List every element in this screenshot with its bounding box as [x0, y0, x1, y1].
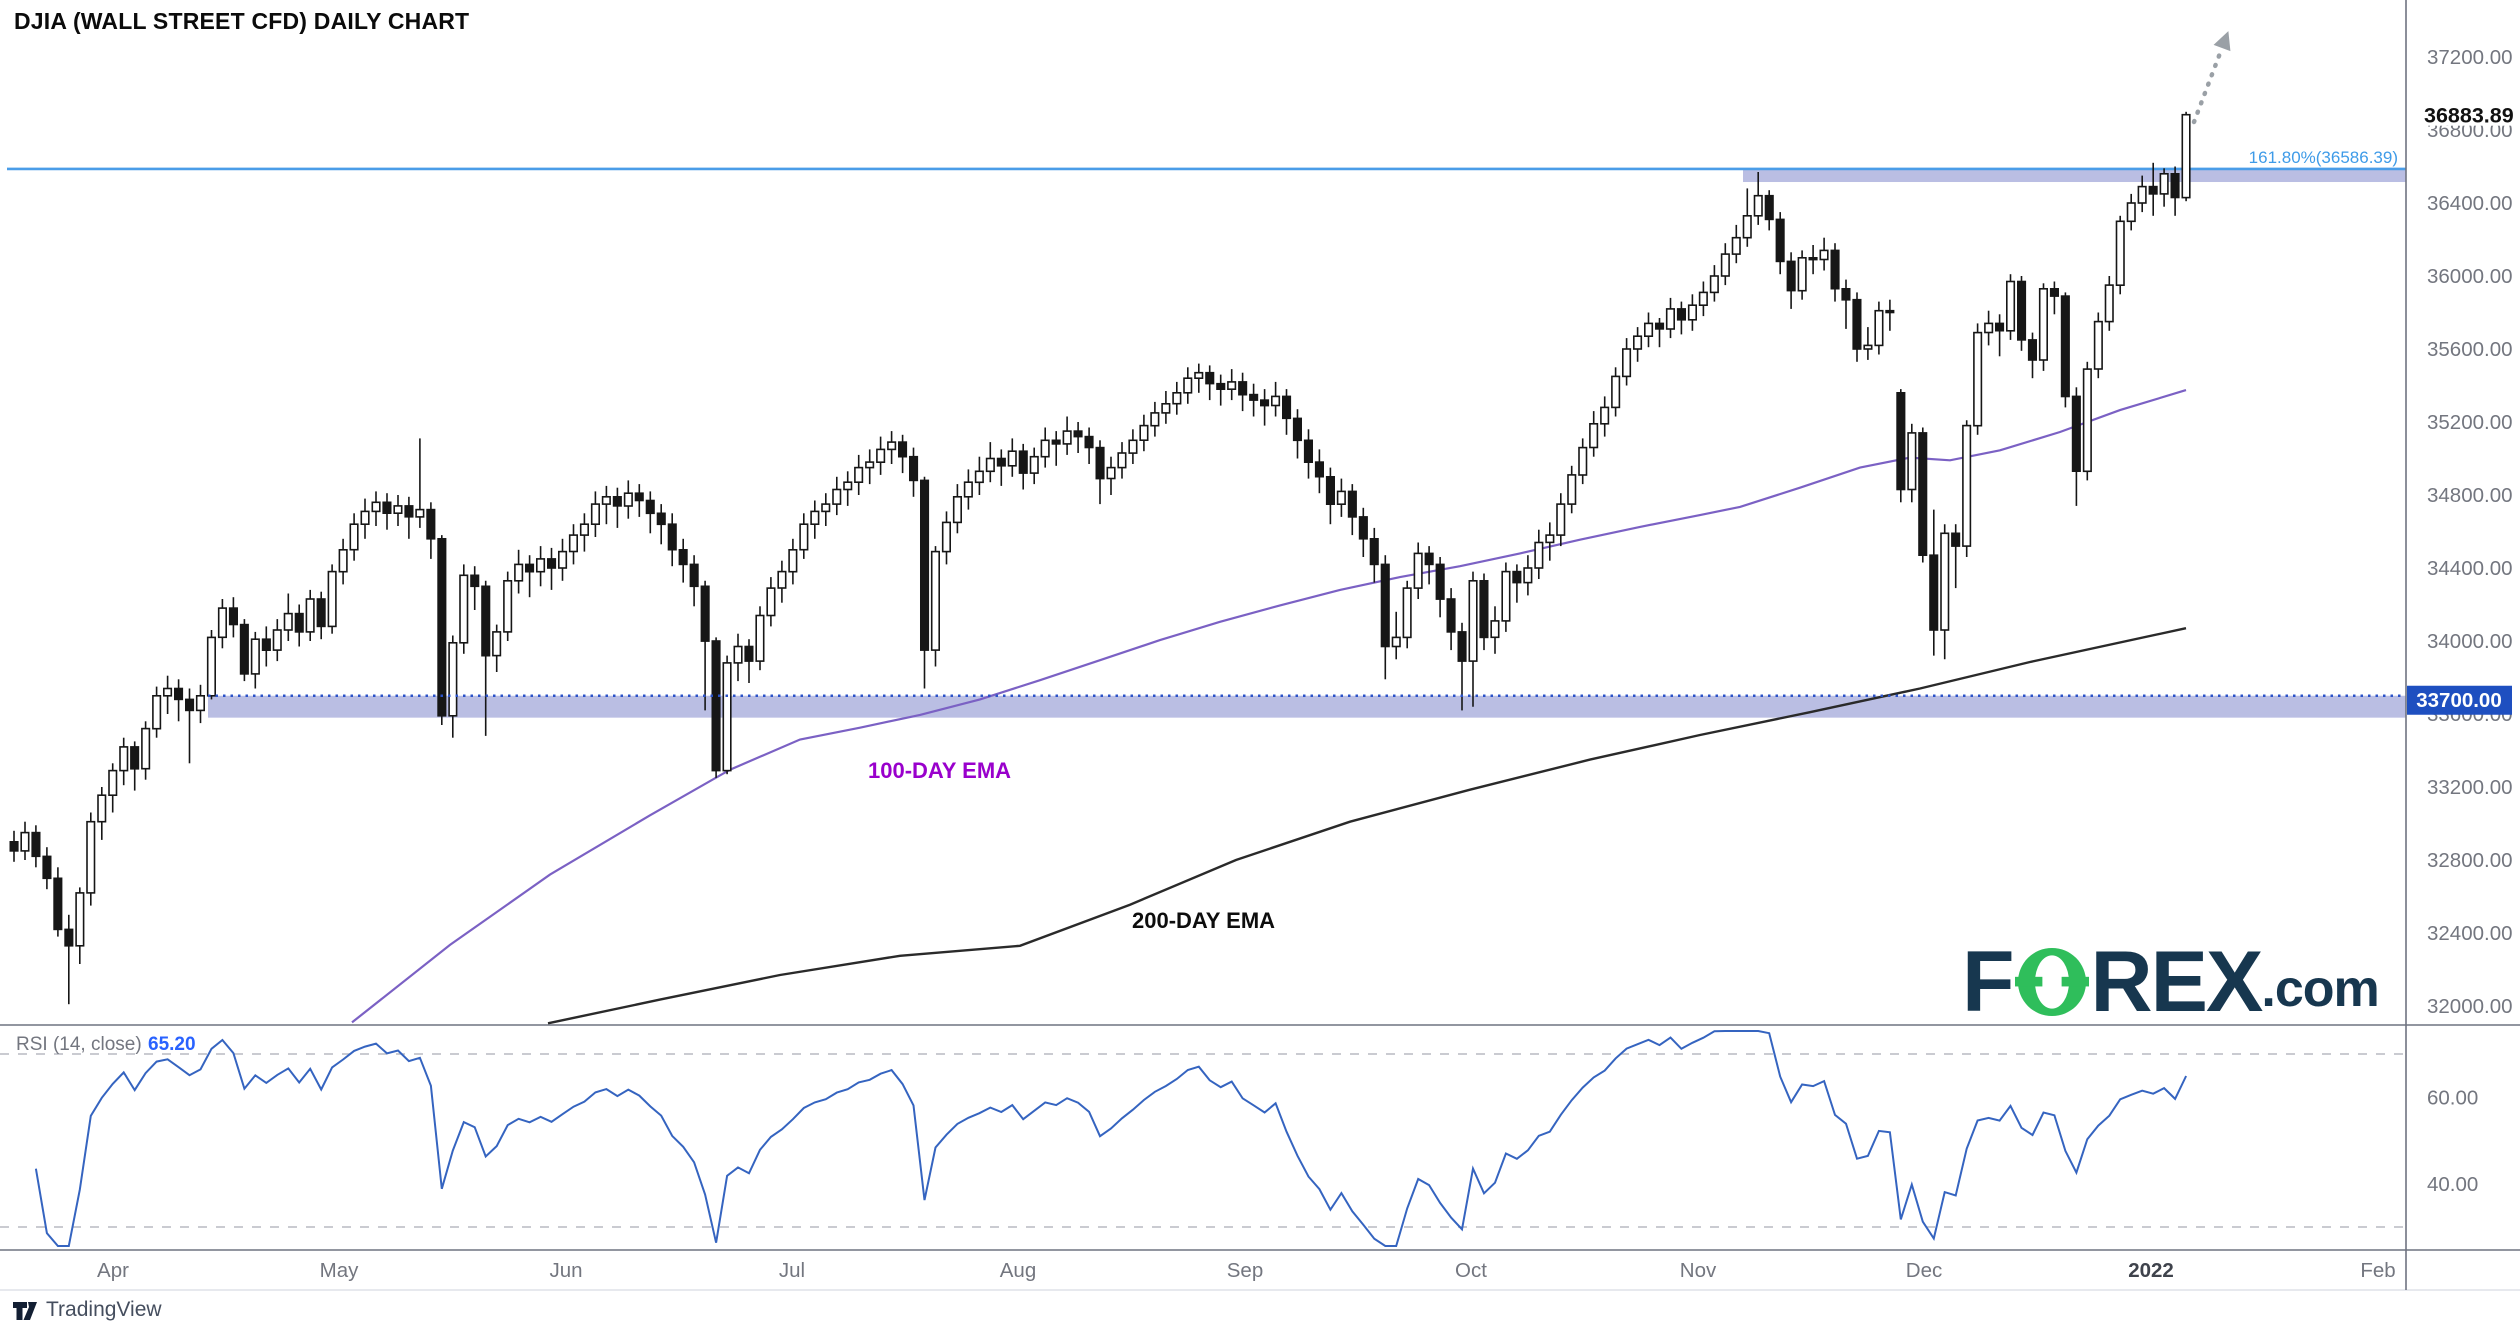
- chart-text: Sep: [1227, 1259, 1263, 1282]
- ema-100-label[interactable]: 100-DAY EMA: [868, 758, 1011, 783]
- ema-200-line[interactable]: [547, 627, 2187, 1025]
- chart-text: 100-DAY EMA: [868, 758, 1011, 783]
- support-price-label: 33700.00: [2407, 685, 2512, 715]
- chart-text: 2022: [2128, 1259, 2174, 1282]
- chart-text: Aug: [1000, 1259, 1036, 1282]
- chart-text: 34800.00: [2427, 484, 2513, 507]
- chart-text: 33700.00: [2416, 689, 2502, 712]
- tradingview-mark-icon: [13, 1302, 37, 1320]
- ema-100-line[interactable]: [351, 389, 2187, 1024]
- chart-text: Feb: [2360, 1259, 2395, 1282]
- rsi-axis[interactable]: 60.00 40.00: [2427, 1086, 2478, 1196]
- chart-text: 161.80%(36586.39): [2249, 148, 2398, 167]
- last-price-label: 36883.89: [2416, 101, 2520, 128]
- rsi-name-label[interactable]: RSI (14, close): [16, 1034, 142, 1055]
- fib-level-label: 161.80%(36586.39): [2249, 148, 2398, 167]
- breakout-arrow[interactable]: [2191, 28, 2237, 125]
- forex-logo-o-icon: [2014, 947, 2089, 1017]
- tradingview-logo-text: TradingView: [46, 1298, 162, 1321]
- chart-text: 36000.00: [2427, 265, 2513, 288]
- chart-text: 32000.00: [2427, 995, 2513, 1018]
- candlestick-series: [9, 111, 2191, 1005]
- forex-logo-text-rex: REX: [2090, 934, 2264, 1030]
- support-band[interactable]: [208, 695, 2406, 718]
- rsi-line[interactable]: [34, 1030, 2188, 1247]
- chart-text: 40.00: [2427, 1173, 2478, 1196]
- chart-text: May: [320, 1259, 359, 1282]
- chart-text: 60.00: [2427, 1086, 2478, 1109]
- chart-text: 34000.00: [2427, 630, 2513, 653]
- chart-text: 33200.00: [2427, 776, 2513, 799]
- chart-text: 200-DAY EMA: [1132, 908, 1275, 933]
- price-axis[interactable]: 37200.0036800.0036400.0036000.0035600.00…: [2427, 46, 2513, 1018]
- chart-text: Nov: [1680, 1259, 1717, 1282]
- chart-text: Apr: [97, 1259, 129, 1282]
- chart-text: 37200.00: [2427, 46, 2513, 69]
- tradingview-logo[interactable]: TradingView: [12, 1297, 162, 1323]
- forex-logo-text-com: .com: [2261, 960, 2379, 1018]
- footer-bar: TradingView: [0, 1291, 2520, 1329]
- chart-text: Dec: [1906, 1259, 1942, 1282]
- chart-text: 32400.00: [2427, 922, 2513, 945]
- chart-text: 36883.89: [2424, 104, 2514, 128]
- chart-text: Jul: [779, 1259, 805, 1282]
- forex-logo-text-f: F: [1962, 934, 2015, 1030]
- chart-text: RSI (14, close): [16, 1034, 142, 1055]
- panel-separators: [0, 0, 2520, 1291]
- time-axis[interactable]: Apr May Jun Jul Aug Sep Oct Nov Dec 2022 Feb: [97, 1259, 2396, 1282]
- chart-text: Jun: [549, 1259, 582, 1282]
- chart-text: 65.20: [148, 1034, 196, 1055]
- chart-text: 36400.00: [2427, 192, 2513, 215]
- chart-text: 32800.00: [2427, 849, 2513, 872]
- forex-watermark: F REX .com: [1962, 934, 2380, 1030]
- page-title: DJIA (WALL STREET CFD) DAILY CHART: [14, 8, 470, 34]
- chart-text: 35200.00: [2427, 411, 2513, 434]
- chart-text: 34400.00: [2427, 557, 2513, 580]
- rsi-value-label: 65.20: [148, 1034, 196, 1055]
- chart-text: Oct: [1455, 1259, 1487, 1282]
- ema-200-label[interactable]: 200-DAY EMA: [1132, 908, 1275, 933]
- fib-resistance-band[interactable]: [1743, 168, 2406, 183]
- chart-text: 35600.00: [2427, 338, 2513, 361]
